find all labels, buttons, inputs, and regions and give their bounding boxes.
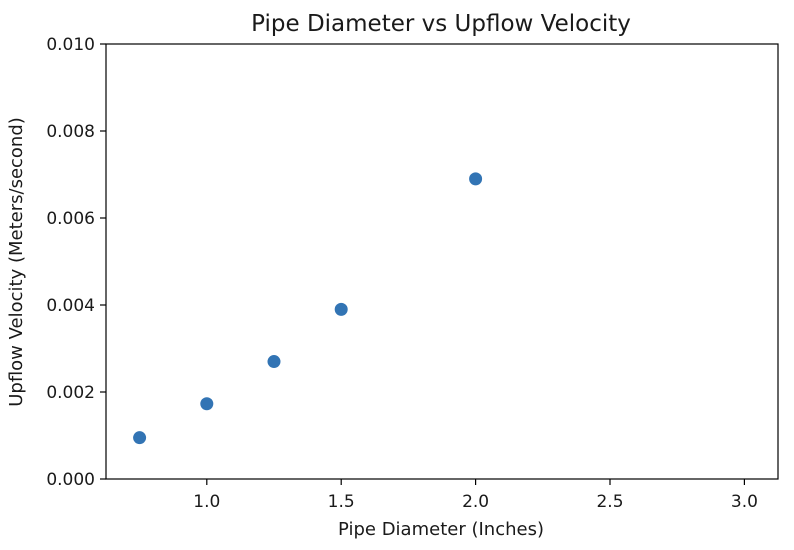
y-tick-label: 0.002 xyxy=(46,383,95,403)
x-tick-label: 1.5 xyxy=(328,492,355,512)
chart-title: Pipe Diameter vs Upflow Velocity xyxy=(251,11,631,37)
y-tick-label: 0.006 xyxy=(46,209,95,229)
scatter-point xyxy=(334,302,348,316)
y-tick-label: 0.008 xyxy=(46,122,95,142)
x-tick-label: 2.5 xyxy=(596,492,623,512)
y-tick-label: 0.004 xyxy=(46,296,95,316)
y-axis-label: Upflow Velocity (Meters/second) xyxy=(6,117,27,407)
x-axis: 1.0 1.5 2.0 2.5 3.0 xyxy=(193,479,758,512)
scatter-point xyxy=(469,172,483,186)
scatter-point xyxy=(267,355,281,369)
x-tick-label: 3.0 xyxy=(731,492,758,512)
x-axis-label: Pipe Diameter (Inches) xyxy=(338,519,544,540)
x-tick-label: 1.0 xyxy=(193,492,220,512)
y-tick-label: 0.010 xyxy=(46,35,95,55)
y-axis: 0.000 0.002 0.004 0.006 0.008 0.010 xyxy=(46,35,106,490)
axes-frame xyxy=(105,43,779,480)
x-tick-label: 2.0 xyxy=(462,492,489,512)
scatter-point xyxy=(200,397,214,411)
scatter-point xyxy=(133,431,147,445)
y-tick-label: 0.000 xyxy=(46,470,95,490)
data-points xyxy=(133,172,483,445)
